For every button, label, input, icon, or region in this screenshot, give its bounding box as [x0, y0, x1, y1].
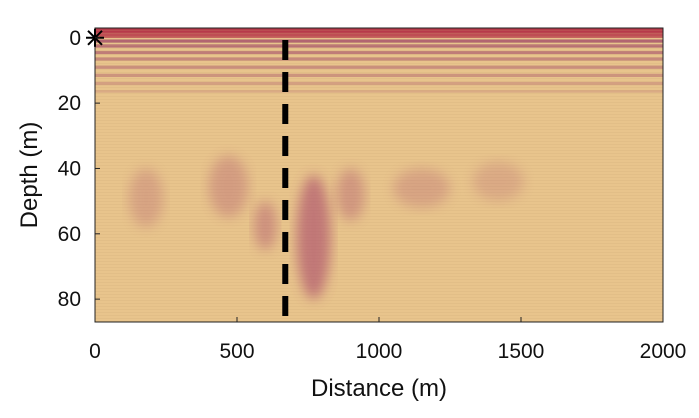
anomaly-blob — [208, 155, 249, 218]
subsurface-anomalies — [129, 155, 524, 300]
x-tick-label: 1500 — [498, 340, 545, 363]
plot-area — [95, 28, 663, 322]
x-tick-label: 1000 — [356, 340, 403, 363]
y-axis-label: Depth (m) — [16, 122, 43, 229]
anomaly-blob — [296, 175, 331, 300]
anomaly-blob — [254, 201, 277, 251]
x-axis-ticks: 0 500 1000 1500 2000 — [89, 317, 686, 363]
y-axis-ticks: 0 20 40 60 80 — [58, 27, 100, 311]
y-tick-label: 20 — [58, 92, 81, 115]
y-tick-label: 0 — [69, 27, 81, 50]
y-tick-label: 80 — [58, 288, 81, 311]
anomaly-blob — [472, 161, 524, 202]
y-tick-label: 60 — [58, 223, 81, 246]
anomaly-blob — [129, 168, 164, 228]
anomaly-blob — [393, 168, 450, 208]
y-tick-label: 40 — [58, 157, 81, 180]
x-tick-label: 500 — [219, 340, 254, 363]
x-tick-label: 0 — [89, 340, 101, 363]
anomaly-blob — [336, 168, 365, 221]
x-axis-label: Distance (m) — [311, 375, 447, 402]
x-tick-label: 2000 — [640, 340, 687, 363]
texture-overlay — [95, 28, 663, 322]
